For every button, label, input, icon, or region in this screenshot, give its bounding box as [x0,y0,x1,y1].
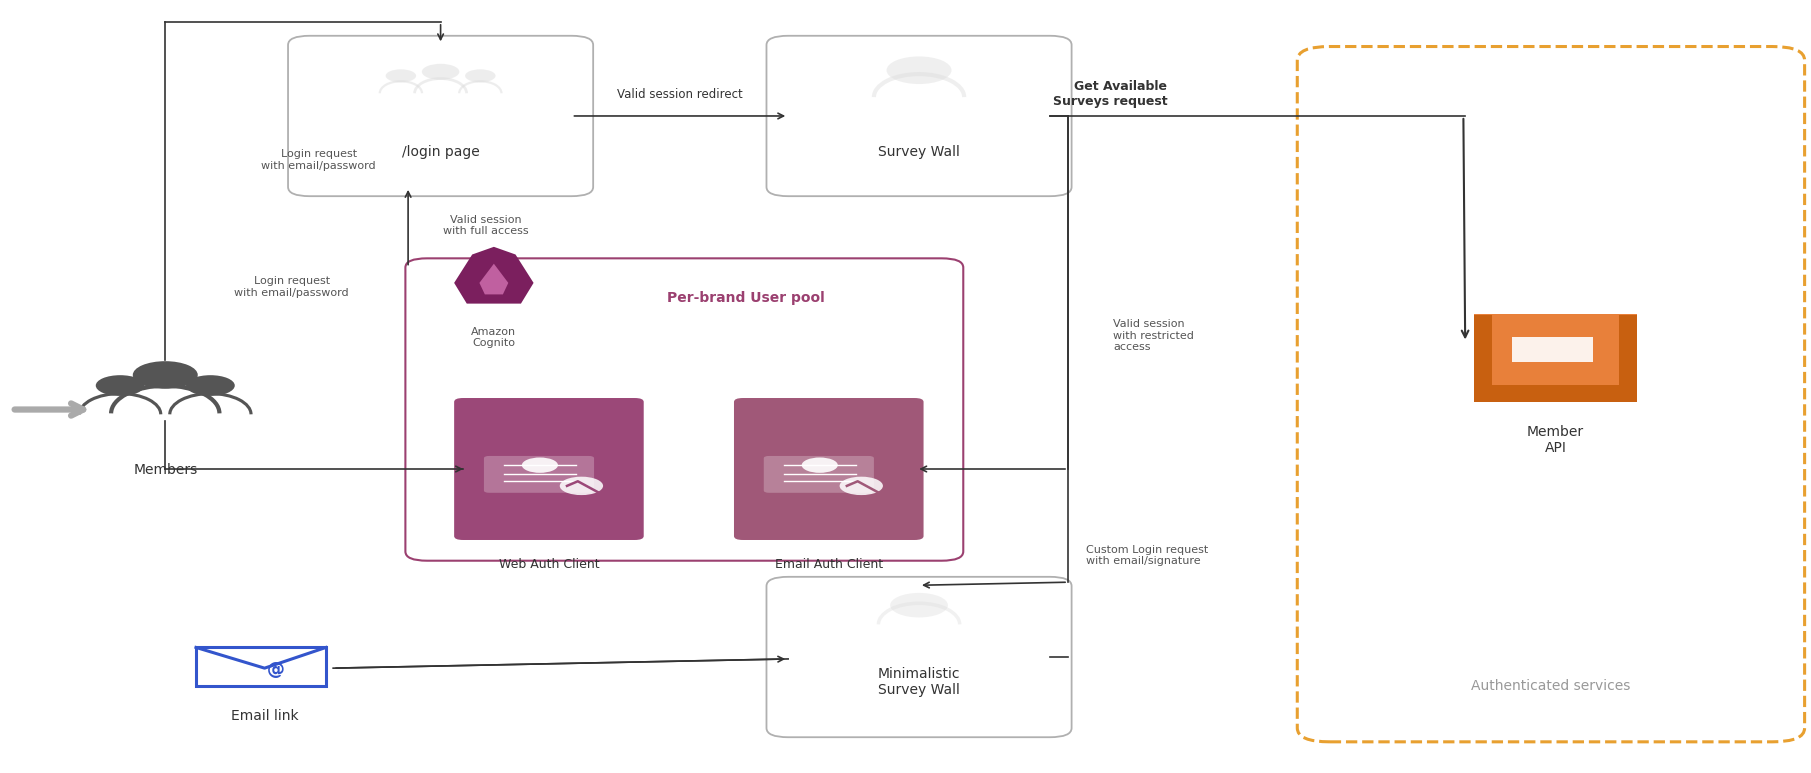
Circle shape [386,70,417,82]
Circle shape [891,593,947,618]
FancyBboxPatch shape [1474,385,1637,402]
FancyBboxPatch shape [196,648,326,686]
FancyBboxPatch shape [1474,314,1637,402]
Text: Survey Wall: Survey Wall [878,145,960,159]
FancyBboxPatch shape [288,36,594,196]
Circle shape [187,375,235,396]
FancyBboxPatch shape [1474,315,1492,385]
FancyBboxPatch shape [1512,337,1594,362]
Text: Login request
with email/password: Login request with email/password [234,276,350,298]
Circle shape [465,70,496,82]
Text: Web Auth Client: Web Auth Client [498,557,599,570]
Text: Authenticated services: Authenticated services [1471,679,1630,693]
Circle shape [840,477,884,495]
FancyBboxPatch shape [733,398,924,540]
Text: Valid session
with restricted
access: Valid session with restricted access [1114,319,1193,352]
Text: Valid session
with full access: Valid session with full access [444,215,529,236]
FancyBboxPatch shape [455,398,643,540]
Text: Minimalistic
Survey Wall: Minimalistic Survey Wall [878,667,960,697]
Polygon shape [455,247,534,304]
FancyBboxPatch shape [406,258,963,560]
Text: /login page: /login page [402,145,480,159]
Text: Valid session redirect: Valid session redirect [618,87,743,100]
Text: Email link: Email link [230,709,299,723]
FancyBboxPatch shape [766,577,1072,737]
Circle shape [802,458,838,473]
Polygon shape [480,264,509,295]
Text: Login request
with email/password: Login request with email/password [261,149,377,171]
Circle shape [132,361,197,389]
FancyBboxPatch shape [764,456,875,493]
Circle shape [96,375,145,396]
Text: @: @ [266,662,284,679]
Text: Per-brand User pool: Per-brand User pool [666,291,826,305]
Text: Custom Login request
with email/signature: Custom Login request with email/signatur… [1087,544,1208,566]
Text: Amazon
Cognito: Amazon Cognito [471,327,516,349]
Circle shape [560,477,603,495]
Circle shape [887,56,951,84]
FancyBboxPatch shape [1619,315,1637,385]
Circle shape [422,64,460,80]
Text: Members: Members [134,463,197,477]
Text: Email Auth Client: Email Auth Client [775,557,882,570]
FancyBboxPatch shape [1297,46,1804,742]
Text: Get Available
Surveys request: Get Available Surveys request [1052,80,1168,108]
FancyBboxPatch shape [766,36,1072,196]
Circle shape [522,458,558,473]
Text: Member
API: Member API [1527,425,1585,455]
FancyBboxPatch shape [484,456,594,493]
